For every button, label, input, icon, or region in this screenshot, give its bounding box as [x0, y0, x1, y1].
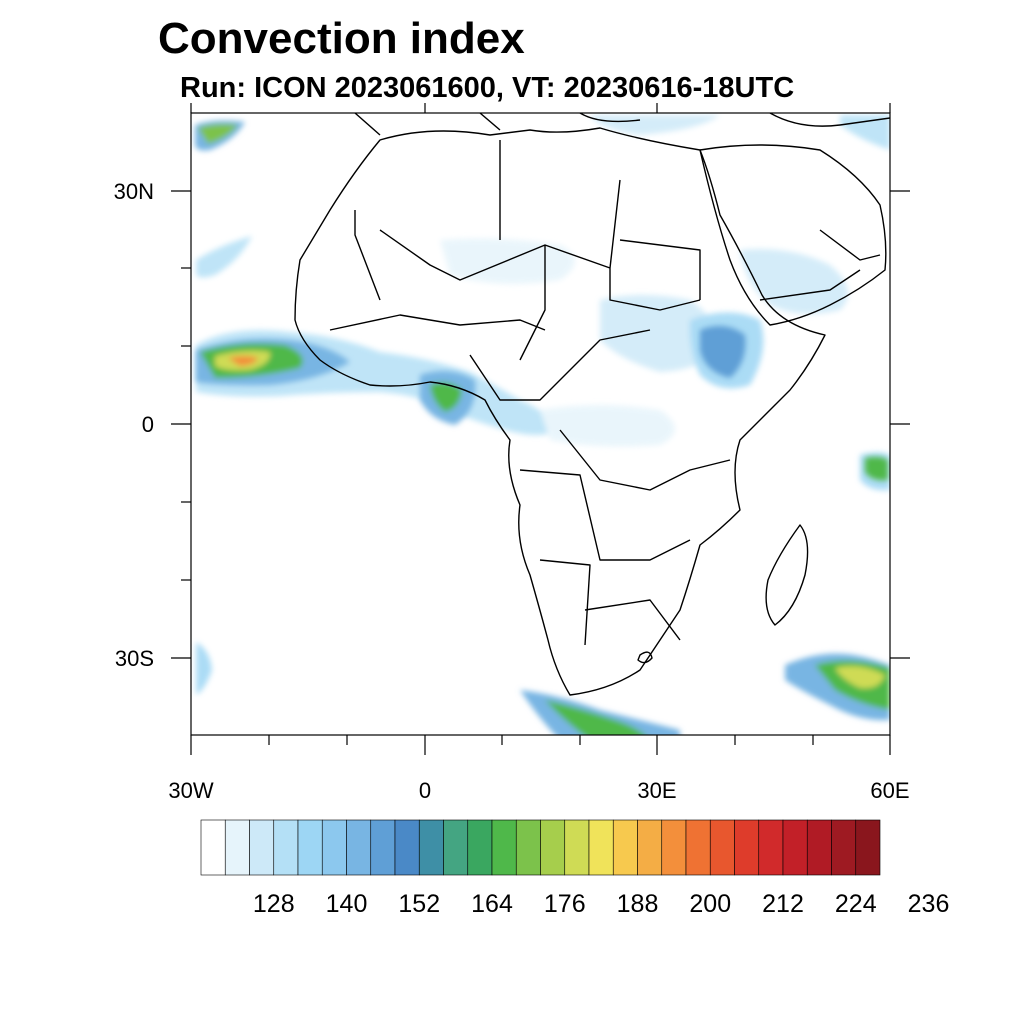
convection-core — [545, 700, 645, 735]
colorbar-box — [370, 819, 396, 876]
colorbar-box — [588, 819, 614, 876]
convection-core — [520, 690, 680, 735]
colorbar-box — [515, 819, 541, 876]
colorbar-box — [758, 819, 784, 876]
colorbar-box — [297, 819, 323, 876]
colorbar-label: 224 — [835, 890, 877, 918]
colorbar-box — [418, 819, 444, 876]
colorbar-label: 212 — [762, 890, 804, 918]
x-tick-label: 0 — [419, 778, 431, 803]
colorbar-box — [709, 819, 735, 876]
colorbar-box — [661, 819, 687, 876]
convection-core — [198, 124, 238, 144]
africa-coastline — [294, 127, 826, 696]
convection-core — [835, 666, 885, 689]
map-title: Convection index — [158, 14, 525, 63]
country-border — [759, 229, 881, 301]
convection-patch — [196, 236, 252, 278]
colorbar-box — [224, 819, 250, 876]
convection-core — [228, 356, 258, 366]
colorbar-label: 140 — [326, 890, 368, 918]
colorbar-box — [782, 819, 808, 876]
colorbar-box — [831, 819, 857, 876]
europe-coastline — [354, 113, 890, 136]
colorbar-box — [806, 819, 832, 876]
colorbar-box — [443, 819, 469, 876]
convection-patch — [600, 295, 720, 372]
x-tick-label: 30E — [637, 778, 676, 803]
colorbar-label: 128 — [253, 890, 295, 918]
colorbar-box — [200, 819, 226, 876]
colorbar-box — [564, 819, 590, 876]
colorbar-box — [491, 819, 517, 876]
arabia-coastline — [699, 144, 887, 326]
country-border — [354, 140, 701, 361]
country-border — [519, 239, 701, 646]
colorbar-label: 236 — [908, 890, 950, 918]
colorbar-box — [394, 819, 420, 876]
colorbar-label: 176 — [544, 890, 586, 918]
convection-patch — [196, 642, 212, 695]
convection-patch — [840, 115, 890, 150]
colorbar-labels: 128 140 152 164 176 188 200 212 224 236 — [253, 890, 949, 918]
coastlines-borders — [294, 113, 890, 696]
country-border — [329, 314, 731, 491]
colorbar-label: 188 — [617, 890, 659, 918]
colorbar-label: 200 — [689, 890, 731, 918]
axis-ticks — [171, 103, 910, 755]
convection-core — [430, 382, 462, 412]
colorbar-box — [467, 819, 493, 876]
colorbar-label: 164 — [471, 890, 513, 918]
colorbar-box — [637, 819, 663, 876]
convection-core — [700, 326, 746, 378]
colorbar-box — [540, 819, 566, 876]
colorbar — [200, 819, 881, 876]
colorbar-box — [685, 819, 711, 876]
convection-patch — [590, 115, 720, 135]
x-tick-label: 60E — [870, 778, 909, 803]
map-subtitle: Run: ICON 2023061600, VT: 20230616-18UTC — [180, 72, 795, 104]
convection-core — [865, 456, 888, 481]
colorbar-box — [321, 819, 347, 876]
convection-patch — [740, 249, 848, 314]
colorbar-box — [249, 819, 275, 876]
colorbar-label: 152 — [398, 890, 440, 918]
y-tick-label: 30S — [115, 646, 154, 671]
country-border — [637, 651, 653, 664]
colorbar-box — [734, 819, 760, 876]
colorbar-box — [346, 819, 372, 876]
convection-patch — [540, 405, 675, 447]
x-tick-label: 30W — [168, 778, 213, 803]
y-tick-label: 30N — [114, 179, 154, 204]
colorbar-box — [855, 819, 881, 876]
madagascar-coastline — [765, 524, 809, 626]
y-tick-label: 0 — [142, 412, 154, 437]
convection-field — [195, 115, 890, 735]
colorbar-box — [273, 819, 299, 876]
colorbar-box — [612, 819, 638, 876]
